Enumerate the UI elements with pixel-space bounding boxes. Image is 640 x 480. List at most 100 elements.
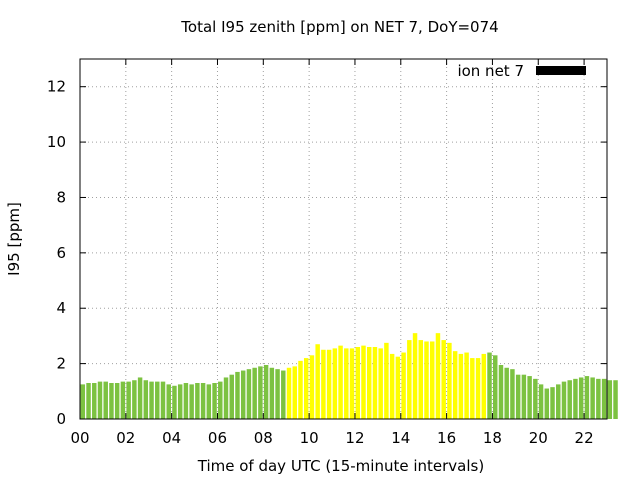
x-axis-label: Time of day UTC (15-minute intervals)	[197, 457, 484, 475]
x-tick-label: 02	[116, 429, 135, 447]
axis-ticks	[79, 59, 607, 420]
bar	[613, 380, 618, 419]
x-tick-label: 00	[70, 429, 89, 447]
bar	[86, 383, 91, 419]
y-tick-label: 8	[56, 188, 66, 206]
bar	[132, 380, 137, 419]
bar	[556, 384, 561, 419]
bar	[366, 347, 372, 419]
bar	[481, 353, 487, 419]
y-tick-label: 4	[56, 299, 66, 317]
bar	[389, 353, 395, 419]
bar	[607, 380, 613, 419]
bar	[538, 384, 544, 419]
x-tick-label: 14	[391, 429, 410, 447]
bar	[126, 381, 131, 419]
bar	[103, 381, 108, 419]
bar	[120, 381, 126, 419]
bar	[550, 387, 555, 419]
bar	[92, 383, 97, 419]
bar	[218, 381, 223, 419]
bar	[246, 369, 252, 419]
bars	[80, 333, 618, 419]
grid	[80, 59, 607, 419]
bar	[578, 377, 584, 419]
chart-title: Total I95 zenith [ppm] on NET 7, DoY=074	[180, 18, 498, 36]
bar	[97, 381, 103, 419]
bar	[206, 384, 212, 419]
bar	[458, 353, 464, 419]
bar	[200, 383, 206, 419]
x-tick-label: 18	[483, 429, 502, 447]
bar	[395, 356, 401, 419]
bar	[441, 340, 446, 419]
x-tick-label: 20	[529, 429, 548, 447]
bar	[378, 348, 383, 419]
x-tick-label: 22	[575, 429, 594, 447]
bar	[155, 381, 160, 419]
bar	[527, 376, 532, 419]
bar	[464, 352, 469, 419]
bar	[349, 348, 355, 419]
bar	[504, 367, 509, 419]
bar	[407, 340, 412, 419]
bar	[332, 348, 338, 419]
bar	[298, 360, 303, 419]
bar	[412, 333, 418, 419]
bar	[321, 349, 326, 419]
bar	[160, 381, 166, 419]
bar	[137, 377, 143, 419]
bar	[384, 342, 389, 419]
bar	[418, 340, 424, 419]
bar	[567, 380, 572, 419]
bar	[601, 378, 607, 419]
bar	[596, 378, 601, 419]
bar	[269, 367, 275, 419]
bar	[80, 384, 86, 419]
bar	[344, 348, 349, 419]
bar	[447, 342, 452, 419]
x-tick-labels: 00 02 04 06 08 10 12 14 16 18 20 22	[70, 429, 593, 447]
bar	[515, 374, 521, 419]
bar	[533, 378, 538, 419]
bar	[229, 374, 234, 419]
bar	[338, 345, 343, 419]
bar	[149, 381, 154, 419]
bar	[172, 385, 177, 419]
x-tick-label: 16	[437, 429, 456, 447]
bar	[263, 365, 269, 419]
y-tick-label: 10	[47, 133, 66, 151]
y-tick-label: 0	[56, 410, 66, 428]
bar	[114, 383, 120, 419]
bar	[252, 367, 257, 419]
bar	[275, 369, 280, 419]
bar	[309, 355, 315, 419]
bar	[435, 333, 441, 419]
x-tick-label: 08	[254, 429, 273, 447]
bar	[493, 355, 498, 419]
bar	[212, 383, 217, 419]
bar	[487, 352, 492, 419]
y-tick-label: 6	[56, 244, 66, 262]
legend-label: ion net 7	[457, 62, 524, 80]
bar	[584, 376, 590, 419]
bar	[326, 349, 332, 419]
bar	[258, 366, 263, 419]
bar	[544, 388, 550, 419]
x-tick-label: 10	[300, 429, 319, 447]
y-axis-label: I95 [ppm]	[5, 202, 23, 276]
x-tick-label: 06	[208, 429, 227, 447]
bar	[498, 365, 504, 419]
bar	[143, 380, 149, 419]
bar	[452, 351, 458, 419]
bar	[470, 358, 475, 419]
bar	[292, 366, 297, 419]
bar	[281, 370, 286, 419]
bar	[424, 341, 429, 419]
bar	[189, 384, 194, 419]
bar	[303, 358, 309, 419]
bar	[235, 371, 240, 419]
bar	[240, 370, 246, 419]
plot-frame	[79, 58, 608, 420]
